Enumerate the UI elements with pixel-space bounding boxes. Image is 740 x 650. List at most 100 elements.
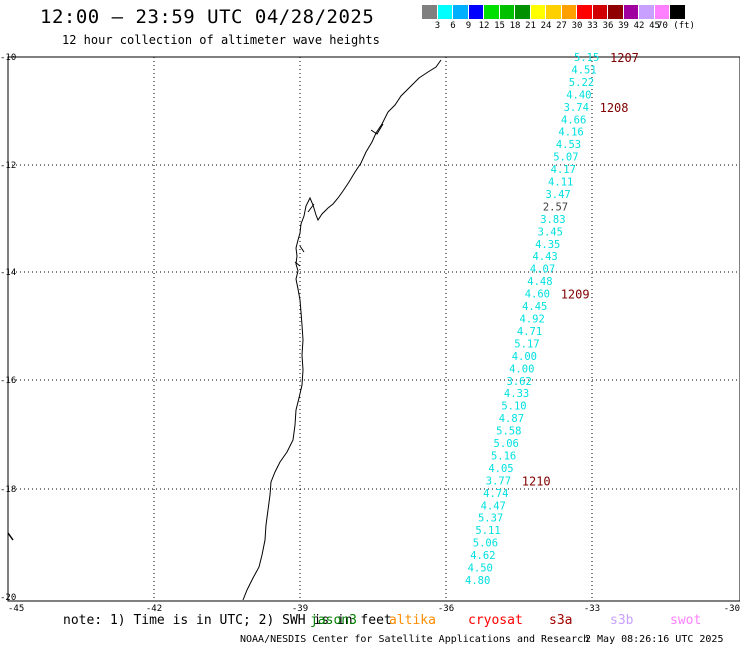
page-title: 12:00 – 23:59 UTC 04/28/2025 — [40, 6, 375, 28]
colorbar-swatch — [670, 5, 686, 19]
wave-height-value: 5.37 — [478, 513, 503, 525]
wave-height-value: 4.62 — [470, 550, 495, 562]
wave-height-value: 4.80 — [465, 575, 490, 587]
wave-height-value: 5.16 — [491, 450, 516, 462]
x-tick-label: -39 — [292, 604, 308, 614]
wave-height-value: 4.33 — [504, 388, 529, 400]
legend-cryosat: cryosat — [468, 613, 523, 628]
wave-height-value: 5.17 — [514, 338, 539, 350]
wave-height-value: 4.35 — [535, 239, 560, 251]
page-subtitle: 12 hour collection of altimeter wave hei… — [62, 33, 380, 47]
wave-height-value: 4.92 — [520, 314, 545, 326]
y-tick-label: -18 — [0, 485, 16, 495]
time-marker-label: 1207 — [610, 51, 639, 65]
wave-height-value: 4.07 — [530, 264, 555, 276]
wave-height-value: 5.22 — [569, 77, 594, 89]
wave-height-value: 4.43 — [532, 251, 557, 263]
x-tick-label: -45 — [8, 604, 24, 614]
colorbar-swatch — [453, 5, 469, 19]
colorbar-label: 18 — [509, 21, 521, 31]
wave-height-value: 5.07 — [553, 152, 578, 164]
wave-height-value: 3.77 — [486, 475, 511, 487]
wave-height-value: 5.15 — [574, 52, 599, 64]
map-grid — [8, 57, 740, 601]
time-marker-label: 1210 — [522, 474, 551, 488]
wave-height-value: 4.48 — [527, 276, 552, 288]
wave-height-value: 4.00 — [512, 351, 537, 363]
map-frame — [7, 56, 740, 602]
colorbar-swatch — [623, 5, 639, 19]
wave-height-value: 4.51 — [571, 64, 596, 76]
colorbar-swatch — [484, 5, 500, 19]
colorbar-swatch — [499, 5, 515, 19]
wave-height-value: 4.45 — [522, 301, 547, 313]
coastline — [7, 59, 442, 601]
legend-altika: altika — [389, 613, 436, 628]
y-tick-label: -12 — [0, 161, 16, 171]
wave-height-value: 4.11 — [548, 177, 573, 189]
colorbar-swatch — [561, 5, 577, 19]
colorbar-swatch — [468, 5, 484, 19]
wave-height-value: 4.74 — [483, 488, 508, 500]
wave-height-value: 2.57 — [543, 201, 568, 213]
colorbar-label: 39 — [618, 21, 629, 31]
wave-height-value: 5.06 — [473, 538, 498, 550]
colorbar-label: 9 — [465, 21, 472, 31]
colorbar-label: 3 — [434, 21, 441, 31]
wave-height-value: 5.10 — [501, 401, 526, 413]
wave-height-value: 4.47 — [481, 500, 506, 512]
time-marker-label: 1209 — [561, 288, 590, 302]
colorbar-label: 33 — [587, 21, 598, 31]
wave-height-value: 4.17 — [551, 164, 576, 176]
wave-height-value: 3.83 — [540, 214, 565, 226]
y-axis-ticks: -10 -12 -14 -16 -18 -20 — [0, 53, 16, 603]
colorbar-label: 36 — [602, 21, 614, 31]
island-marker — [7, 532, 14, 541]
generated-timestamp: 2 May 08:26:16 UTC 2025 — [585, 634, 724, 645]
wave-height-value: 5.11 — [475, 525, 500, 537]
colorbar-swatch — [592, 5, 608, 19]
colorbar-label: 30 — [571, 21, 583, 31]
colorbar-label: 6 — [450, 21, 456, 31]
time-marker-label: 1208 — [600, 101, 629, 115]
wave-height-value: 4.05 — [488, 463, 513, 475]
altimeter-track: 5.154.515.224.403.744.664.164.535.074.17… — [465, 51, 639, 587]
colorbar-swatch — [437, 5, 453, 19]
wave-height-value: 3.47 — [545, 189, 570, 201]
wave-height-value: 4.53 — [556, 139, 581, 151]
wave-height-value: 4.87 — [499, 413, 524, 425]
wave-height-value: 3.74 — [564, 102, 589, 114]
wave-height-value: 4.50 — [468, 563, 493, 575]
colorbar-label: 24 — [540, 21, 552, 31]
x-tick-label: -42 — [146, 604, 162, 614]
credit-text: NOAA/NESDIS Center for Satellite Applica… — [240, 634, 590, 645]
colorbar-label: 21 — [525, 21, 536, 31]
colorbar-swatch — [577, 5, 593, 19]
colorbar-label: 45 — [649, 21, 660, 31]
x-tick-label: -36 — [438, 604, 454, 614]
wave-height-value: 4.71 — [517, 326, 542, 338]
wave-height-value: 4.66 — [561, 114, 586, 126]
colorbar-label: 27 — [556, 21, 567, 31]
x-axis-ticks: -45 -42 -39 -36 -33 -30 — [8, 604, 740, 614]
wave-height-value: 5.06 — [494, 438, 519, 450]
colorbar-swatch — [515, 5, 531, 19]
colorbar-swatch — [530, 5, 546, 19]
y-tick-label: -20 — [0, 593, 16, 603]
legend-s3a: s3a — [549, 613, 573, 628]
y-tick-label: -14 — [0, 268, 16, 278]
colorbar-swatch — [608, 5, 624, 19]
coastline-path — [242, 59, 442, 601]
colorbar-swatch — [654, 5, 670, 19]
colorbar-label: 70 (ft) — [657, 21, 695, 31]
wave-height-value: 4.16 — [558, 127, 583, 139]
wave-height-value: 3.45 — [538, 226, 563, 238]
x-tick-label: -30 — [724, 604, 740, 614]
colorbar-swatch — [422, 5, 438, 19]
footer-note: note: 1) Time is in UTC; 2) SWH is in fe… — [63, 613, 392, 628]
colorbar-swatch — [546, 5, 562, 19]
colorbar-label: 12 — [478, 21, 490, 31]
wave-height-value: 4.60 — [525, 289, 550, 301]
y-tick-label: -16 — [0, 376, 16, 386]
